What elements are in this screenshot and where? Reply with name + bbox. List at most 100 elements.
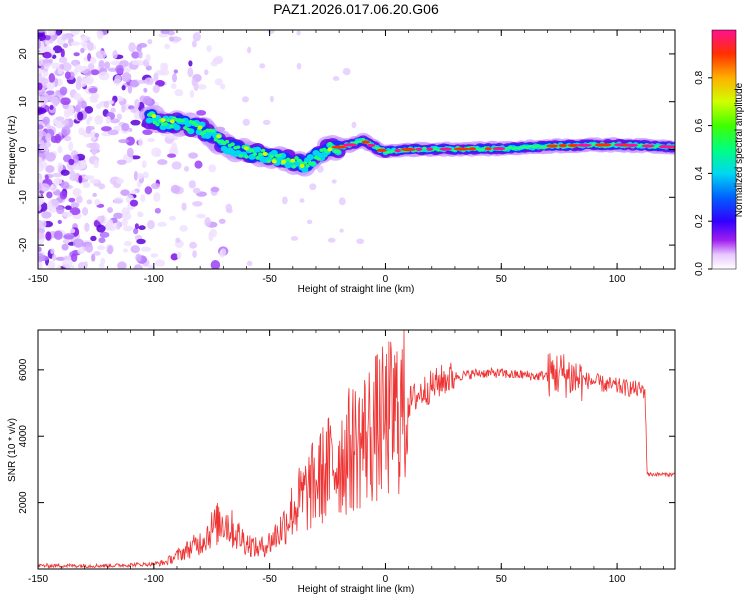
noise-blob <box>122 212 132 221</box>
noise-blob <box>158 33 169 38</box>
noise-blob <box>218 218 226 224</box>
noise-blob <box>38 184 42 190</box>
ridge-mark <box>517 146 521 150</box>
noise-blob <box>80 35 91 42</box>
ridge-mark <box>260 148 266 153</box>
noise-blob <box>133 264 144 269</box>
noise-blob <box>45 231 52 241</box>
ridge-mark <box>252 152 258 157</box>
noise-blob <box>39 97 49 104</box>
ridge-mark <box>433 147 438 151</box>
noise-blob <box>90 56 97 65</box>
colorbar-tick-label: 0.4 <box>694 166 705 180</box>
noise-blob <box>130 108 136 113</box>
noise-blob <box>45 152 56 162</box>
noise-blob <box>226 208 233 214</box>
ridge-mark <box>542 145 546 149</box>
ridge-mark <box>249 148 255 153</box>
noise-blob <box>140 246 152 252</box>
noise-blob <box>80 47 85 54</box>
ridge-mark <box>166 118 171 123</box>
ridge-hotspot <box>361 140 370 144</box>
noise-blob <box>61 126 71 137</box>
noise-blob <box>129 79 140 88</box>
noise-blob <box>131 60 141 66</box>
colorbar-scale <box>711 29 737 270</box>
noise-blob <box>196 213 206 219</box>
ridge-hotspot <box>599 143 612 147</box>
noise-blob <box>86 41 94 51</box>
noise-blob <box>77 111 84 121</box>
ridge-mark <box>210 129 216 133</box>
noise-blob <box>170 253 179 261</box>
noise-blob <box>125 136 135 146</box>
noise-blob <box>38 69 45 74</box>
ridge-mark <box>235 145 241 150</box>
ridge-hotspot <box>197 125 203 130</box>
noise-blob <box>58 56 68 64</box>
ridge-mark <box>505 146 510 150</box>
noise-blob <box>38 231 45 240</box>
noise-blob <box>183 165 190 172</box>
ridge-mark <box>530 144 535 148</box>
noise-blob <box>61 119 70 125</box>
noise-blob <box>113 197 124 205</box>
snr-frame <box>37 329 676 570</box>
ridge-mark <box>145 117 153 124</box>
noise-blob <box>114 74 122 83</box>
noise-blob <box>57 219 62 224</box>
noise-blob <box>194 160 203 169</box>
ridge-mark <box>163 121 169 126</box>
noise-blob <box>118 139 130 144</box>
noise-blob <box>242 118 250 126</box>
ridge-mark <box>305 164 310 168</box>
ridge-mark <box>436 148 441 152</box>
noise-blob <box>48 58 53 64</box>
noise-blob <box>192 32 201 42</box>
noise-blob <box>77 247 85 255</box>
noise-blob <box>192 200 203 207</box>
ridge-mark <box>301 166 309 173</box>
noise-blob <box>48 38 54 44</box>
y-tick-label: 2000 <box>18 491 29 514</box>
noise-blob <box>188 152 199 159</box>
noise-blob <box>53 230 63 241</box>
noise-blob <box>86 199 93 205</box>
noise-blob <box>38 30 46 33</box>
colorbar-tick-label: 0.0 <box>694 262 705 276</box>
noise-blob <box>63 234 75 240</box>
noise-blob <box>62 238 70 244</box>
noise-blob <box>83 175 95 180</box>
ridge-mark <box>539 145 543 149</box>
ridge-mark <box>514 146 518 150</box>
noise-blob <box>107 245 114 255</box>
noise-blob <box>115 220 121 230</box>
noise-blob <box>140 194 146 202</box>
noise-blob <box>62 211 73 218</box>
noise-blob <box>73 92 82 101</box>
y-tick-label: 6000 <box>18 358 29 381</box>
noise-blob <box>68 158 75 166</box>
x-tick-label: -50 <box>262 274 277 285</box>
noise-blob <box>138 51 143 59</box>
noise-blob <box>38 38 41 49</box>
ridge-mark <box>386 150 391 154</box>
noise-blob <box>142 129 153 136</box>
snr-ylabel: SNR (10 * v/v) <box>7 418 18 482</box>
ridge-mark <box>169 124 174 129</box>
ridge-hotspot <box>327 147 333 152</box>
noise-blob <box>220 83 226 90</box>
ridge-mark <box>611 142 616 146</box>
ridge-mark <box>511 147 516 151</box>
noise-blob <box>64 71 71 80</box>
ridge-mark <box>522 145 527 149</box>
noise-blob <box>91 253 96 262</box>
ridge-mark <box>316 157 321 161</box>
noise-blob <box>170 83 177 90</box>
noise-blob <box>113 212 124 219</box>
ridge-mark <box>173 124 181 131</box>
noise-blob <box>145 53 151 62</box>
noise-blob <box>176 251 182 260</box>
